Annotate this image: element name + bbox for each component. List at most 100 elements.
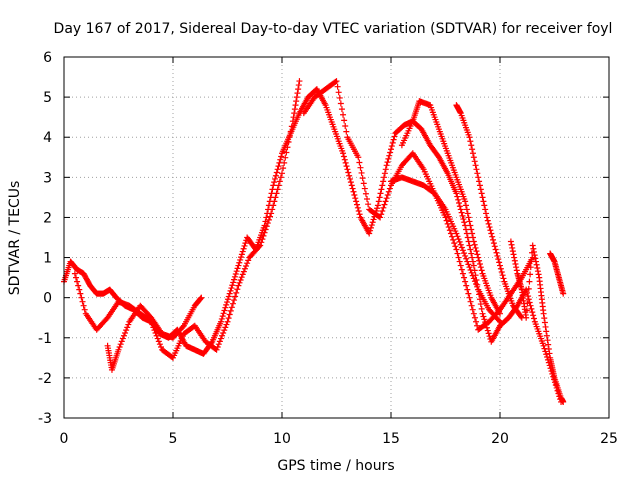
data-point bbox=[500, 275, 507, 282]
data-point bbox=[74, 278, 81, 285]
data-point bbox=[291, 106, 298, 113]
data-point bbox=[152, 329, 159, 336]
data-point bbox=[481, 316, 488, 323]
data-point bbox=[511, 257, 518, 264]
data-point bbox=[470, 262, 477, 269]
data-point bbox=[337, 100, 344, 107]
data-point bbox=[228, 285, 235, 292]
data-point bbox=[465, 290, 472, 297]
data-point bbox=[471, 158, 478, 165]
data-point bbox=[342, 122, 349, 129]
data-point bbox=[231, 276, 238, 283]
data-point bbox=[529, 309, 536, 316]
data-point bbox=[291, 110, 298, 117]
data-point bbox=[292, 102, 299, 109]
data-point bbox=[541, 319, 548, 326]
data-point bbox=[381, 170, 388, 177]
data-point bbox=[272, 175, 279, 182]
data-point bbox=[118, 338, 125, 345]
data-point bbox=[470, 310, 477, 317]
data-point bbox=[445, 224, 452, 231]
data-point bbox=[473, 248, 480, 255]
satellite-track-7 bbox=[453, 102, 525, 321]
data-point bbox=[379, 208, 386, 215]
data-point bbox=[273, 190, 280, 197]
data-point bbox=[179, 323, 186, 330]
data-point bbox=[387, 149, 394, 156]
data-point bbox=[543, 332, 550, 339]
data-point bbox=[455, 254, 462, 261]
data-point bbox=[526, 278, 533, 285]
data-point bbox=[241, 242, 248, 249]
data-point bbox=[341, 117, 348, 124]
data-point bbox=[511, 254, 518, 261]
data-point bbox=[374, 205, 381, 212]
data-point bbox=[443, 217, 450, 224]
data-point bbox=[334, 83, 341, 90]
data-point bbox=[293, 98, 300, 105]
data-point bbox=[467, 246, 474, 253]
data-point bbox=[382, 198, 389, 205]
data-point bbox=[275, 182, 282, 189]
data-point bbox=[478, 305, 485, 312]
data-point bbox=[224, 299, 231, 306]
data-point bbox=[381, 174, 388, 181]
data-point bbox=[478, 267, 485, 274]
data-point bbox=[532, 255, 539, 262]
data-point bbox=[532, 258, 539, 265]
data-point bbox=[279, 170, 285, 177]
data-point bbox=[270, 182, 277, 189]
data-point bbox=[282, 154, 289, 161]
data-point bbox=[336, 94, 343, 101]
data-point bbox=[459, 270, 466, 277]
data-point bbox=[264, 220, 271, 227]
data-point bbox=[463, 230, 470, 237]
data-point bbox=[487, 227, 494, 234]
y-tick-label: 2 bbox=[43, 210, 52, 226]
data-point bbox=[477, 264, 484, 271]
data-point bbox=[527, 264, 534, 271]
data-point bbox=[377, 190, 384, 197]
data-point bbox=[77, 290, 84, 297]
data-point bbox=[452, 243, 459, 250]
data-point bbox=[476, 178, 483, 185]
data-point bbox=[220, 310, 227, 317]
data-point bbox=[344, 166, 351, 173]
data-point bbox=[290, 114, 297, 121]
data-point bbox=[509, 248, 516, 255]
y-tick-label: 6 bbox=[43, 50, 52, 66]
data-point bbox=[381, 201, 388, 208]
data-point bbox=[473, 281, 480, 288]
data-point bbox=[274, 166, 281, 173]
y-tick-label: 0 bbox=[43, 291, 52, 307]
data-point bbox=[465, 238, 472, 245]
data-point bbox=[528, 305, 535, 312]
data-point bbox=[233, 289, 240, 296]
data-point bbox=[273, 169, 280, 176]
data-point bbox=[358, 169, 365, 176]
data-point bbox=[156, 341, 163, 348]
data-point bbox=[534, 268, 541, 275]
data-point bbox=[357, 164, 364, 171]
data-point bbox=[360, 180, 367, 187]
data-point bbox=[151, 327, 158, 334]
data-point bbox=[447, 230, 454, 237]
data-point bbox=[116, 344, 123, 351]
data-point bbox=[278, 153, 285, 160]
data-point bbox=[268, 190, 275, 197]
data-point bbox=[540, 310, 547, 317]
data-point bbox=[472, 162, 479, 169]
data-point bbox=[488, 230, 495, 237]
data-point bbox=[476, 182, 483, 189]
data-point bbox=[241, 265, 248, 272]
data-point bbox=[226, 311, 233, 318]
data-point bbox=[272, 194, 279, 201]
data-point bbox=[284, 144, 291, 151]
data-point bbox=[466, 134, 473, 141]
data-point bbox=[359, 175, 366, 182]
data-point bbox=[513, 264, 520, 271]
data-point bbox=[476, 260, 483, 267]
data-point bbox=[457, 262, 464, 269]
data-point bbox=[225, 315, 232, 322]
x-tick-label: 10 bbox=[273, 431, 291, 447]
